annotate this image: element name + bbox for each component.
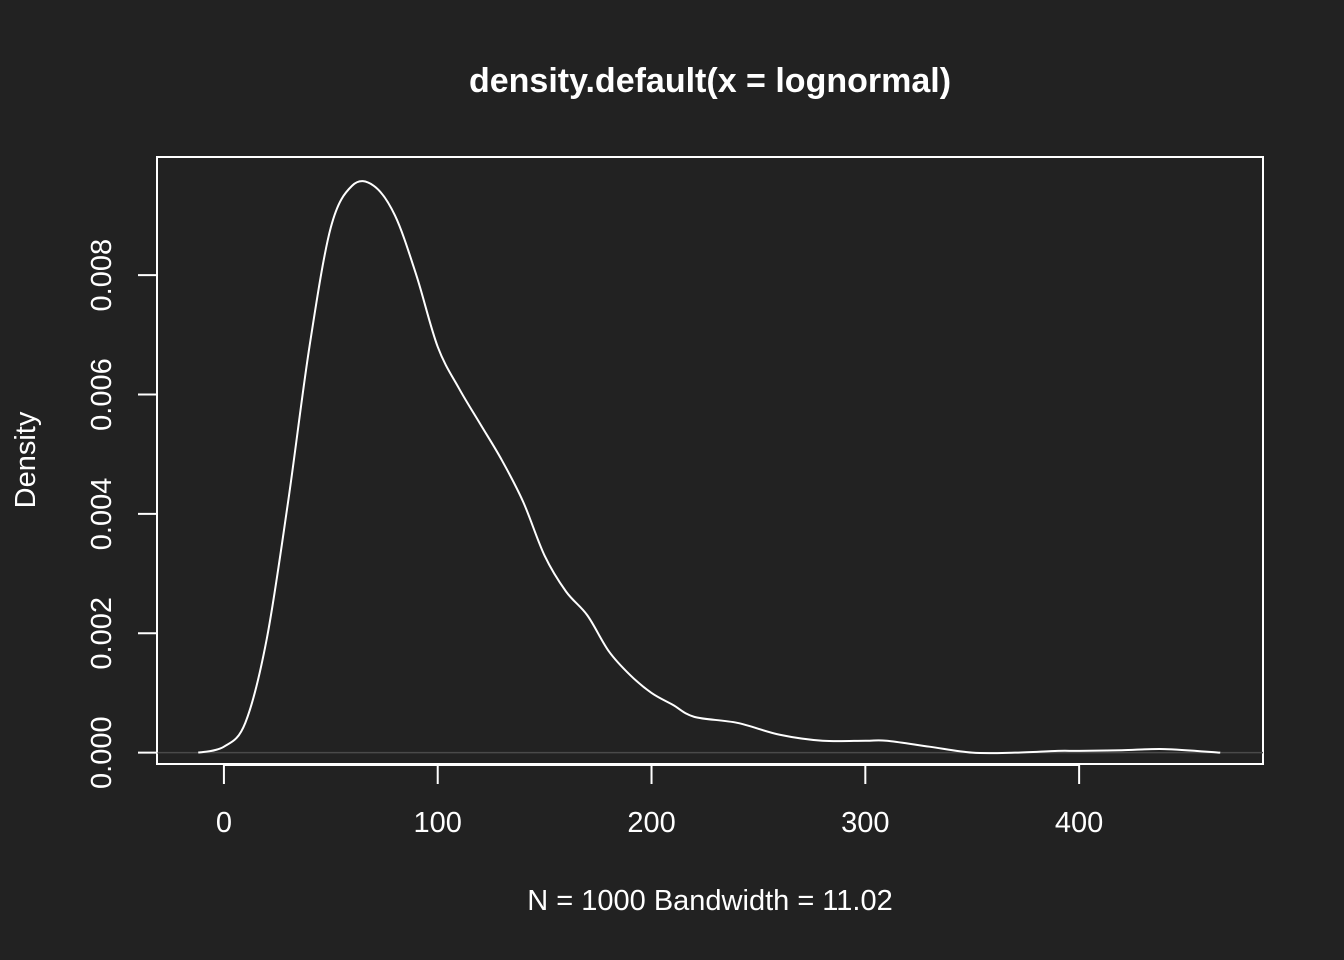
- y-axis-label: Density: [10, 411, 42, 508]
- y-tick-label: 0.008: [86, 239, 118, 312]
- y-tick-label: 0.000: [86, 716, 118, 789]
- x-tick-label: 100: [414, 807, 462, 839]
- x-axis-label: N = 1000 Bandwidth = 11.02: [527, 885, 892, 917]
- x-axis: 0 100 200 300 400: [216, 764, 1103, 839]
- x-tick-label: 0: [216, 807, 232, 839]
- y-tick-label: 0.006: [86, 358, 118, 431]
- chart-title: density.default(x = lognormal): [469, 62, 951, 100]
- x-tick-label: 300: [841, 807, 889, 839]
- density-curve: [198, 180, 1221, 755]
- y-tick-label: 0.004: [86, 478, 118, 551]
- x-tick-label: 200: [627, 807, 675, 839]
- y-axis: 0.000 0.002 0.004 0.006 0.008: [86, 239, 158, 789]
- x-tick-label: 400: [1055, 807, 1103, 839]
- y-tick-label: 0.002: [86, 597, 118, 670]
